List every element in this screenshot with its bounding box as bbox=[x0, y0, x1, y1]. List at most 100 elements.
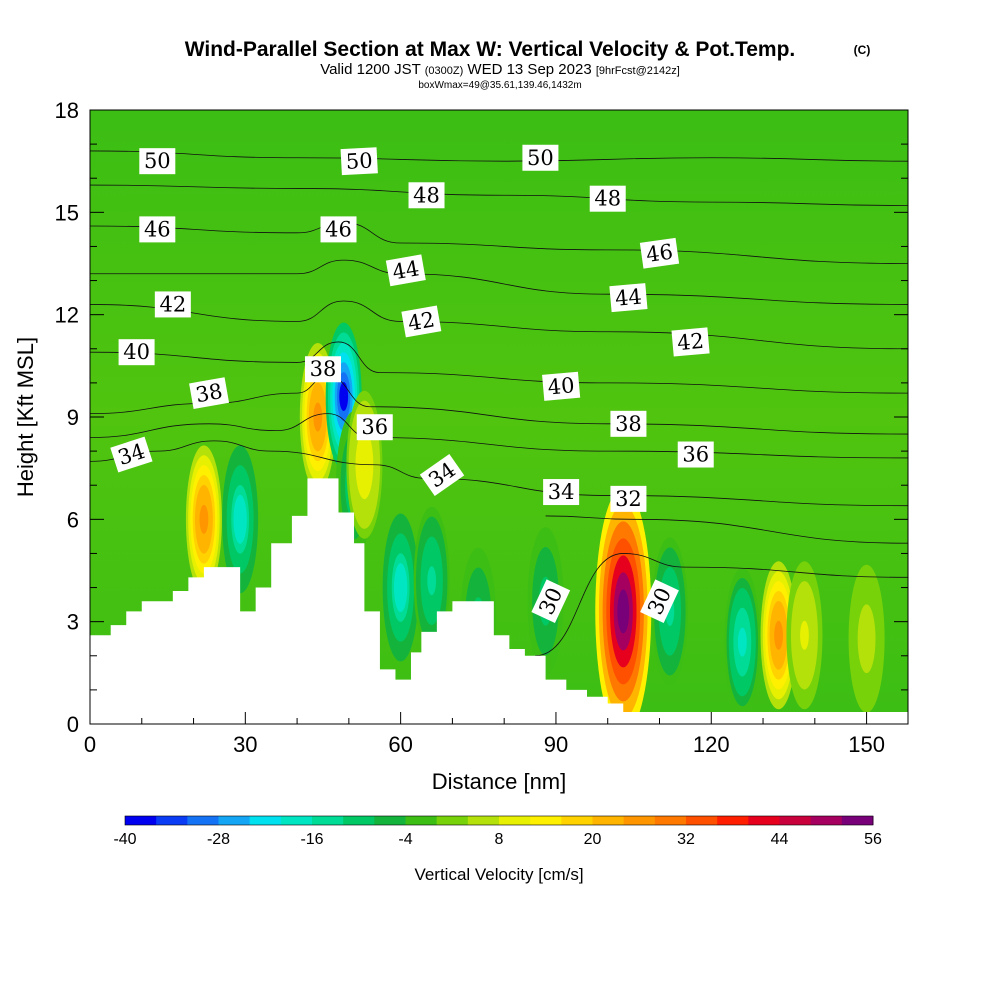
contour-label-text: 36 bbox=[361, 415, 388, 439]
contour-label-text: 50 bbox=[527, 146, 554, 170]
colorbar-segment bbox=[592, 816, 625, 825]
theta-contour-label: 50 bbox=[522, 144, 559, 171]
colorbar: -40 -28 -16 -4 8 20 32 44 56 bbox=[113, 815, 882, 848]
contour-label-box bbox=[340, 147, 378, 176]
contour-label-box bbox=[522, 144, 559, 171]
theta-contour-label: 38 bbox=[304, 356, 341, 383]
contour-label-text: 36 bbox=[682, 443, 709, 467]
theta-contour-line bbox=[545, 515, 908, 544]
theta-contour-label: 50 bbox=[139, 148, 176, 175]
theta-contour-label: 50 bbox=[340, 147, 378, 176]
x-tick-label: 150 bbox=[848, 732, 885, 757]
theta-contour-label: 46 bbox=[639, 237, 680, 269]
contour-label-box bbox=[385, 254, 426, 287]
colorbar-segment bbox=[249, 816, 282, 825]
forecast-info: [9hrFcst@2142z] bbox=[596, 65, 680, 77]
theta-contour-label: 48 bbox=[408, 182, 445, 209]
velocity-cell bbox=[786, 561, 823, 710]
theta-contour-line bbox=[90, 341, 908, 394]
contour-label-box bbox=[118, 339, 155, 366]
colorbar-segment bbox=[779, 816, 812, 825]
velocity-level bbox=[313, 402, 323, 432]
theta-contour-line bbox=[535, 553, 908, 657]
velocity-cell bbox=[848, 564, 885, 713]
x-tick-label: 60 bbox=[388, 732, 412, 757]
contour-label-box bbox=[139, 216, 176, 243]
velocity-cell bbox=[595, 487, 652, 724]
colorbar-segment bbox=[405, 816, 438, 825]
chart-title: Wind-Parallel Section at Max W: Vertical… bbox=[185, 38, 796, 61]
colorbar-tick-label: 20 bbox=[584, 831, 602, 848]
y-tick-label: 15 bbox=[55, 200, 79, 225]
contour-label-box bbox=[640, 579, 679, 624]
velocity-cell bbox=[724, 568, 761, 717]
contour-label-box bbox=[671, 327, 710, 357]
contour-label-text: 42 bbox=[676, 329, 705, 355]
contour-label-text: 46 bbox=[144, 217, 171, 241]
colorbar-tick-label: 32 bbox=[677, 831, 695, 848]
contour-label-box bbox=[154, 291, 191, 318]
y-tick-label: 9 bbox=[67, 405, 79, 430]
contour-label-box bbox=[677, 441, 714, 468]
colorbar-segment bbox=[841, 816, 874, 825]
colorbar-segment bbox=[187, 816, 219, 825]
x-tick-label: 120 bbox=[693, 732, 730, 757]
colorbar-segment bbox=[748, 816, 780, 825]
colorbar-tick-label: -40 bbox=[113, 831, 136, 848]
contour-label-box bbox=[408, 182, 445, 209]
velocity-level bbox=[235, 504, 245, 534]
y-tick-label: 3 bbox=[67, 610, 79, 635]
theta-contour-label: 48 bbox=[589, 185, 626, 212]
contour-label-box bbox=[609, 283, 648, 313]
colorbar-segment bbox=[623, 816, 656, 825]
theta-contour-label: 46 bbox=[139, 216, 176, 243]
title-copyright-mark: (C) bbox=[854, 43, 871, 57]
theta-contour-line bbox=[90, 184, 908, 206]
contour-label-box bbox=[610, 410, 647, 437]
contour-label-text: 46 bbox=[325, 217, 352, 241]
contour-label-box bbox=[542, 371, 581, 401]
velocity-level bbox=[617, 589, 630, 634]
theta-contour-line bbox=[90, 222, 908, 264]
velocity-level bbox=[800, 620, 809, 650]
colorbar-title: Vertical Velocity [cm/s] bbox=[414, 865, 583, 884]
velocity-level bbox=[199, 504, 209, 534]
contour-label-box bbox=[320, 216, 357, 243]
x-tick-label: 0 bbox=[84, 732, 96, 757]
velocity-cell bbox=[222, 445, 259, 594]
terrain-mask bbox=[90, 478, 908, 724]
theta-contour-label: 32 bbox=[610, 485, 647, 512]
y-tick-label: 6 bbox=[67, 507, 79, 532]
velocity-cell bbox=[185, 445, 222, 594]
colorbar-segment bbox=[810, 816, 843, 825]
contour-label-text: 40 bbox=[123, 340, 150, 364]
theta-contour-label: 36 bbox=[677, 441, 714, 468]
velocity-cell bbox=[413, 506, 450, 655]
valid-time-line: Valid 1200 JST (0300Z) WED 13 Sep 2023 [… bbox=[320, 61, 680, 78]
colorbar-segment bbox=[530, 816, 562, 825]
valid-zulu: (0300Z) bbox=[425, 65, 464, 77]
theta-contour-line bbox=[90, 300, 908, 350]
contour-label-text: 42 bbox=[406, 307, 436, 335]
y-tick-label: 12 bbox=[55, 303, 79, 328]
colorbar-segment bbox=[218, 816, 251, 825]
velocity-level bbox=[427, 566, 437, 596]
velocity-field bbox=[185, 322, 885, 724]
contour-label-text: 34 bbox=[548, 480, 575, 504]
colorbar-segment bbox=[467, 816, 500, 825]
box-info: boxWmax=49@35.61,139.46,1432m bbox=[418, 80, 581, 91]
contour-label-box bbox=[401, 305, 442, 338]
contour-label-box bbox=[531, 579, 571, 624]
theta-contour-label: 42 bbox=[401, 305, 442, 338]
theta-contour-label: 44 bbox=[609, 283, 648, 313]
contour-label-text: 42 bbox=[159, 292, 186, 316]
colorbar-frame bbox=[124, 815, 874, 826]
valid-date: WED 13 Sep 2023 bbox=[467, 61, 591, 78]
colorbar-tick-label: 56 bbox=[864, 831, 882, 848]
velocity-level bbox=[862, 624, 871, 654]
colorbar-segment bbox=[312, 816, 344, 825]
colorbar-segment bbox=[436, 816, 469, 825]
